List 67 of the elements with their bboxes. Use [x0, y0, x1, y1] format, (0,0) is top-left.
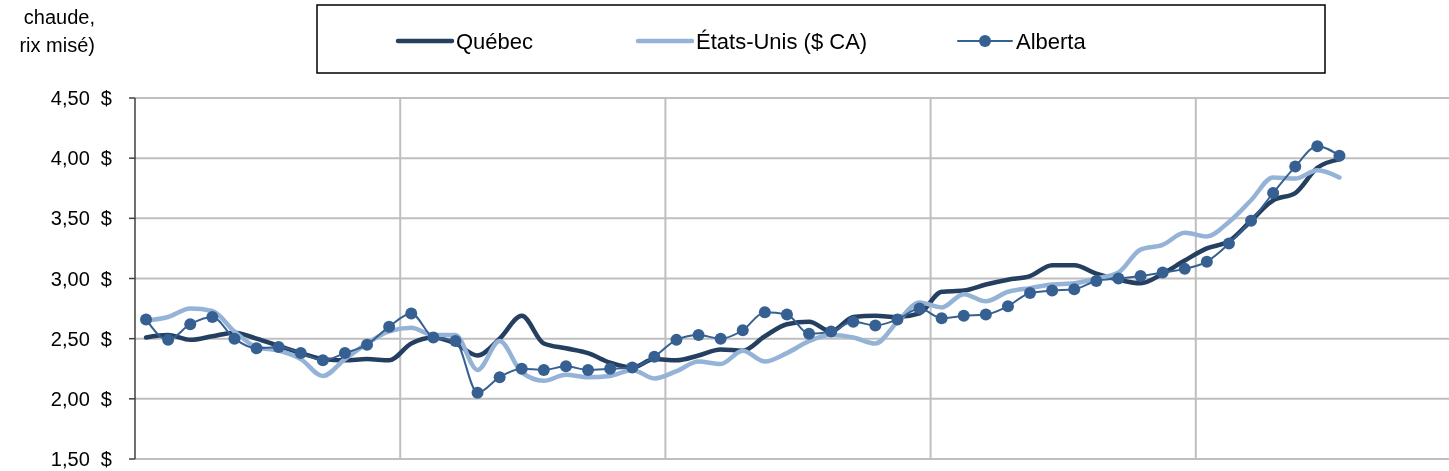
- point: [1046, 284, 1059, 297]
- point: [206, 311, 219, 324]
- text: chaude,: [23, 6, 95, 28]
- legend-label: Québec: [456, 28, 534, 54]
- point: [979, 308, 992, 321]
- point: [316, 354, 329, 367]
- point: [162, 333, 175, 346]
- point: [692, 329, 705, 342]
- y-tick-label: 3,50 $: [50, 207, 112, 230]
- point: [1024, 286, 1037, 299]
- y-tick-label: 3,00 $: [50, 267, 112, 290]
- point: [1289, 160, 1302, 173]
- point: [714, 332, 727, 345]
- legend-label: Alberta: [1016, 28, 1087, 54]
- point: [957, 309, 970, 322]
- point: [250, 342, 263, 355]
- point: [891, 313, 904, 326]
- point: [736, 324, 749, 337]
- point: [670, 333, 683, 346]
- point: [825, 325, 838, 338]
- point: [471, 386, 484, 399]
- y-tick-label: 2,50 $: [50, 327, 112, 350]
- point: [803, 327, 816, 340]
- point: [913, 302, 926, 315]
- point: [935, 312, 948, 325]
- point: [272, 341, 285, 354]
- point: [405, 307, 418, 320]
- point: [626, 361, 639, 374]
- point: [847, 315, 860, 328]
- point: [1311, 140, 1324, 153]
- text: rix misé): [19, 34, 95, 56]
- point: [582, 363, 595, 376]
- point: [338, 347, 351, 360]
- point: [758, 306, 771, 319]
- point: [1068, 283, 1081, 296]
- point: [184, 318, 197, 331]
- point: [1222, 237, 1235, 250]
- point: [780, 308, 793, 321]
- point: [449, 335, 462, 348]
- point: [140, 313, 153, 326]
- point: [1090, 274, 1103, 287]
- point: [559, 360, 572, 373]
- point: [1156, 266, 1169, 279]
- legend-label: États-Unis ($ CA): [696, 28, 868, 54]
- point: [1178, 262, 1191, 275]
- point: [361, 338, 374, 351]
- point: [648, 350, 661, 363]
- y-tick-label: 1,50 $: [50, 448, 112, 470]
- point: [427, 331, 440, 344]
- point: [1112, 272, 1125, 285]
- point: [294, 347, 307, 360]
- point: [1245, 214, 1258, 227]
- point: [515, 362, 528, 375]
- point: [1267, 187, 1280, 200]
- point: [228, 332, 241, 345]
- point: [1001, 300, 1014, 313]
- y-tick-label: 4,50 $: [50, 87, 112, 109]
- point: [604, 362, 617, 375]
- point: [1333, 149, 1346, 162]
- point: [537, 363, 550, 376]
- y-tick-label: 4,00 $: [50, 147, 112, 170]
- point: [1200, 255, 1213, 268]
- y-tick-label: 2,00 $: [50, 387, 112, 410]
- point: [493, 371, 506, 384]
- point: [869, 319, 882, 332]
- point: [1134, 270, 1147, 283]
- point: [383, 320, 396, 333]
